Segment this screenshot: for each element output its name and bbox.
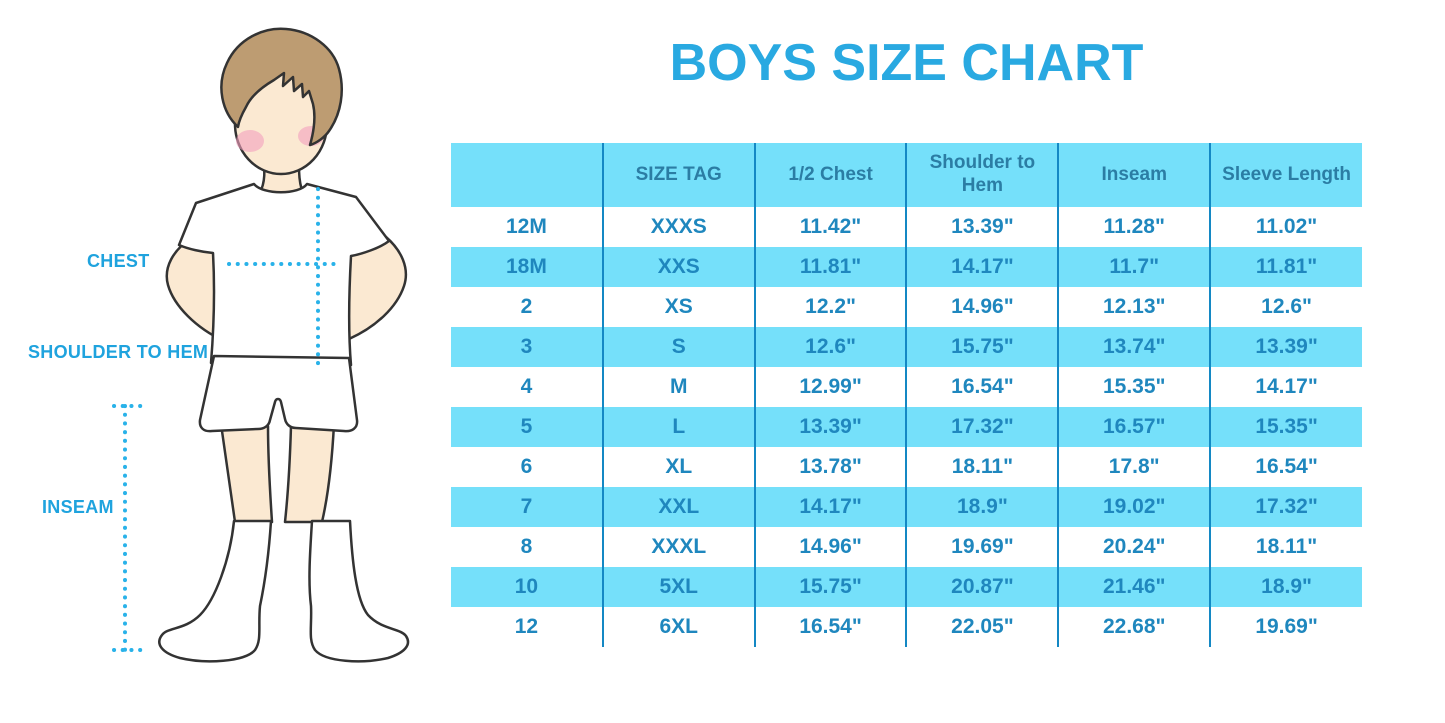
cell-size-tag: 5XL: [601, 567, 755, 607]
cell-half-chest: 13.78": [753, 447, 907, 487]
col-header-sleeve-length: Sleeve Length: [1209, 143, 1362, 207]
boy-measurement-illustration: [112, 27, 410, 663]
shoulder-to-hem-measurement-label: SHOULDER TO HEM: [28, 342, 209, 362]
cell-sleeve-length: 14.17": [1209, 367, 1362, 407]
cell-size-tag: XXXL: [601, 527, 755, 567]
table-row: 18M XXS 11.81" 14.17" 11.7" 11.81": [451, 247, 1362, 287]
col-header-inseam: Inseam: [1057, 143, 1211, 207]
boy-left-leg: [219, 422, 274, 524]
cell-shoulder-to-hem: 14.17": [905, 247, 1059, 287]
cell-size: 12M: [505, 215, 547, 238]
cell-sleeve-length: 19.69": [1209, 607, 1362, 647]
cell-shoulder-to-hem: 14.96": [905, 287, 1059, 327]
table-row: 4 M 12.99" 16.54" 15.35" 14.17": [451, 367, 1362, 407]
inseam-measurement-label: INSEAM: [42, 497, 114, 517]
cell-inseam: 22.68": [1057, 607, 1211, 647]
col-header-size-tag: SIZE TAG: [601, 143, 755, 207]
table-row: 7 XXL 14.17" 18.9" 19.02" 17.32": [451, 487, 1362, 527]
cell-size: 5: [520, 415, 533, 438]
cell-shoulder-to-hem: 18.11": [905, 447, 1059, 487]
cell-inseam: 11.28": [1057, 207, 1211, 247]
cell-sleeve-length: 16.54": [1209, 447, 1362, 487]
boy-right-leg: [283, 422, 336, 524]
cell-inseam: 15.35": [1057, 367, 1211, 407]
boy-right-sock: [308, 519, 410, 663]
cell-inseam: 13.74": [1057, 327, 1211, 367]
cell-size: 2: [520, 295, 533, 318]
col-header-size: [451, 143, 603, 207]
table-row: 6 XL 13.78" 18.11" 17.8" 16.54": [451, 447, 1362, 487]
cell-size-tag: XXXS: [601, 207, 755, 247]
cell-sleeve-length: 13.39": [1209, 327, 1362, 367]
cell-sleeve-length: 18.9": [1209, 567, 1362, 607]
col-header-half-chest: 1/2 Chest: [753, 143, 907, 207]
boy-shorts: [198, 354, 359, 433]
cell-half-chest: 15.75": [753, 567, 907, 607]
cell-sleeve-length: 15.35": [1209, 407, 1362, 447]
chest-measurement-label: CHEST: [87, 251, 150, 271]
cell-sleeve-length: 12.6": [1209, 287, 1362, 327]
cell-inseam: 12.13": [1057, 287, 1211, 327]
table-row: 5 L 13.39" 17.32" 16.57" 15.35": [451, 407, 1362, 447]
cell-half-chest: 14.96": [753, 527, 907, 567]
cell-half-chest: 11.81": [753, 247, 907, 287]
cell-half-chest: 12.6": [753, 327, 907, 367]
cell-sleeve-length: 11.02": [1209, 207, 1362, 247]
table-row: 8 XXXL 14.96" 19.69" 20.24" 18.11": [451, 527, 1362, 567]
cell-size-tag: S: [601, 327, 755, 367]
boy-left-cheek: [236, 130, 264, 152]
cell-half-chest: 12.2": [753, 287, 907, 327]
cell-size: 10: [514, 575, 539, 598]
cell-half-chest: 13.39": [753, 407, 907, 447]
cell-size: 18M: [505, 255, 547, 278]
cell-size-tag: 6XL: [601, 607, 755, 647]
cell-size-tag: XL: [601, 447, 755, 487]
boy-hair: [220, 27, 343, 147]
cell-sleeve-length: 11.81": [1209, 247, 1362, 287]
table-row: 12M XXXS 11.42" 13.39" 11.28" 11.02": [451, 207, 1362, 247]
cell-size: 3: [520, 335, 533, 358]
cell-shoulder-to-hem: 19.69": [905, 527, 1059, 567]
cell-shoulder-to-hem: 17.32": [905, 407, 1059, 447]
cell-size-tag: XS: [601, 287, 755, 327]
cell-size: 12: [514, 615, 539, 638]
cell-inseam: 21.46": [1057, 567, 1211, 607]
col-header-shoulder-to-hem: Shoulder to Hem: [905, 143, 1059, 207]
size-chart-table: SIZE TAG 1/2 Chest Shoulder to Hem Insea…: [451, 143, 1362, 647]
cell-shoulder-to-hem: 13.39": [905, 207, 1059, 247]
table-header-row: SIZE TAG 1/2 Chest Shoulder to Hem Insea…: [451, 143, 1362, 207]
cell-shoulder-to-hem: 22.05": [905, 607, 1059, 647]
cell-inseam: 16.57": [1057, 407, 1211, 447]
cell-size: 8: [520, 535, 533, 558]
cell-shoulder-to-hem: 16.54": [905, 367, 1059, 407]
cell-half-chest: 12.99": [753, 367, 907, 407]
table-row: 10 5XL 15.75" 20.87" 21.46" 18.9": [451, 567, 1362, 607]
cell-size-tag: L: [601, 407, 755, 447]
table-row: 12 6XL 16.54" 22.05" 22.68" 19.69": [451, 607, 1362, 647]
cell-size: 6: [520, 455, 533, 478]
cell-size-tag: XXS: [601, 247, 755, 287]
cell-half-chest: 11.42": [753, 207, 907, 247]
cell-sleeve-length: 17.32": [1209, 487, 1362, 527]
cell-size: 7: [520, 495, 533, 518]
cell-size-tag: M: [601, 367, 755, 407]
cell-shoulder-to-hem: 15.75": [905, 327, 1059, 367]
cell-inseam: 20.24": [1057, 527, 1211, 567]
cell-size: 4: [520, 375, 533, 398]
cell-shoulder-to-hem: 20.87": [905, 567, 1059, 607]
cell-size-tag: XXL: [601, 487, 755, 527]
cell-inseam: 11.7": [1057, 247, 1211, 287]
cell-shoulder-to-hem: 18.9": [905, 487, 1059, 527]
boy-left-sock: [158, 519, 273, 663]
cell-inseam: 17.8": [1057, 447, 1211, 487]
cell-half-chest: 16.54": [753, 607, 907, 647]
table-row: 3 S 12.6" 15.75" 13.74" 13.39": [451, 327, 1362, 367]
cell-sleeve-length: 18.11": [1209, 527, 1362, 567]
page-title: BOYS SIZE CHART: [669, 34, 1144, 92]
cell-inseam: 19.02": [1057, 487, 1211, 527]
cell-half-chest: 14.17": [753, 487, 907, 527]
table-row: 2 XS 12.2" 14.96" 12.13" 12.6": [451, 287, 1362, 327]
